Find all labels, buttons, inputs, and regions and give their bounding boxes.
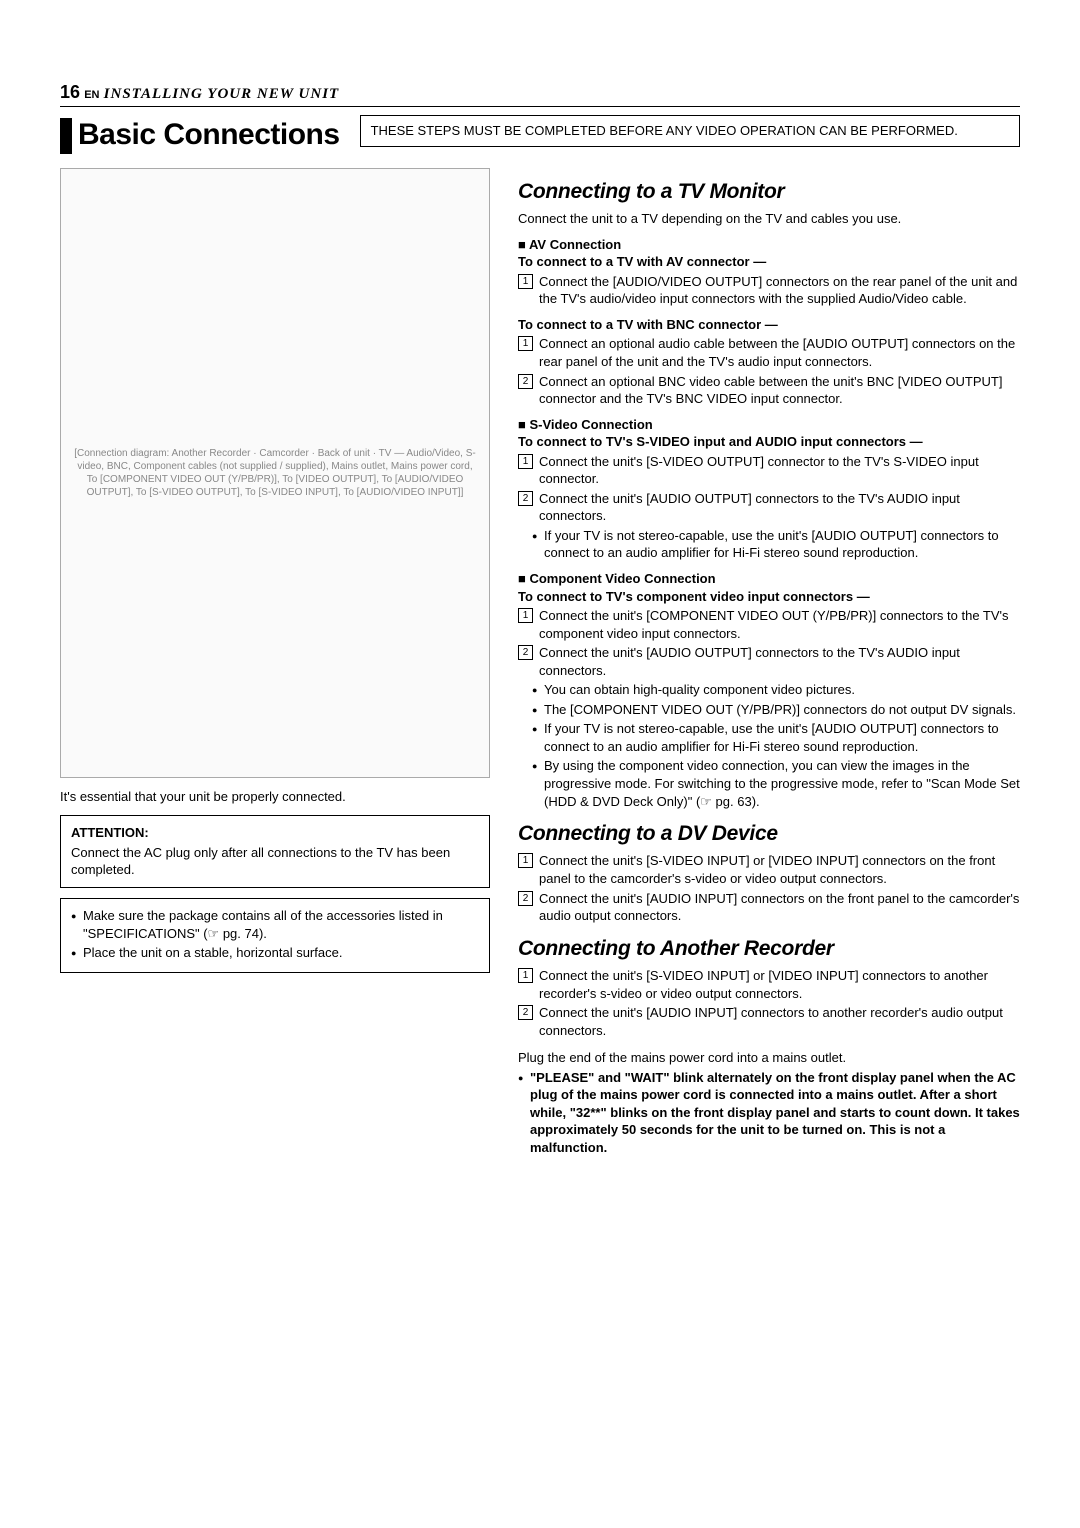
plug-note: Plug the end of the mains power cord int… — [518, 1049, 1020, 1067]
step-text: Connect the unit's [AUDIO INPUT] connect… — [539, 1004, 1020, 1039]
step-text: Connect the unit's [S-VIDEO INPUT] or [V… — [539, 852, 1020, 887]
component-title: Component Video Connection — [518, 570, 1020, 588]
left-column: [Connection diagram: Another Recorder · … — [60, 168, 490, 1159]
tv-intro: Connect the unit to a TV depending on th… — [518, 210, 1020, 228]
bullet-item: If your TV is not stereo-capable, use th… — [532, 527, 1020, 562]
step-number: 2 — [518, 645, 533, 660]
attention-title: ATTENTION: — [71, 824, 479, 842]
page-header: 16 EN INSTALLING YOUR NEW UNIT — [60, 80, 1020, 107]
bullet-item: By using the component video connection,… — [532, 757, 1020, 810]
final-bold-bullet: "PLEASE" and "WAIT" blink alternately on… — [518, 1069, 1020, 1157]
step-text: Connect the unit's [AUDIO OUTPUT] connec… — [539, 644, 1020, 679]
attention-box: ATTENTION: Connect the AC plug only afte… — [60, 815, 490, 888]
step-number: 1 — [518, 608, 533, 623]
step: 2 Connect the unit's [AUDIO OUTPUT] conn… — [518, 490, 1020, 525]
step-number: 2 — [518, 491, 533, 506]
step-text: Connect an optional audio cable between … — [539, 335, 1020, 370]
page-number: 16 — [60, 82, 80, 102]
chapter-title: INSTALLING YOUR NEW UNIT — [104, 86, 340, 102]
step-number: 1 — [518, 274, 533, 289]
title-accent-bar — [60, 118, 72, 154]
av-sub1: To connect to a TV with AV connector — [518, 253, 1020, 271]
step-number: 1 — [518, 853, 533, 868]
step-text: Connect the unit's [COMPONENT VIDEO OUT … — [539, 607, 1020, 642]
diagram-placeholder-text: [Connection diagram: Another Recorder · … — [71, 447, 479, 499]
step-text: Connect the [AUDIO/VIDEO OUTPUT] connect… — [539, 273, 1020, 308]
attention-body: Connect the AC plug only after all conne… — [71, 844, 479, 879]
component-sub: To connect to TV's component video input… — [518, 588, 1020, 606]
step: 2 Connect an optional BNC video cable be… — [518, 373, 1020, 408]
main-title: Basic Connections — [60, 115, 340, 156]
step-number: 2 — [518, 1005, 533, 1020]
section-another-recorder: Connecting to Another Recorder — [518, 935, 1020, 963]
av-connection-title: AV Connection — [518, 236, 1020, 254]
step-text: Connect the unit's [S-VIDEO OUTPUT] conn… — [539, 453, 1020, 488]
step-number: 2 — [518, 374, 533, 389]
note-item: Make sure the package contains all of th… — [71, 907, 479, 942]
step-number: 1 — [518, 454, 533, 469]
step: 1 Connect the [AUDIO/VIDEO OUTPUT] conne… — [518, 273, 1020, 308]
step: 1 Connect the unit's [S-VIDEO OUTPUT] co… — [518, 453, 1020, 488]
section-dv-device: Connecting to a DV Device — [518, 820, 1020, 848]
bullet-item: If your TV is not stereo-capable, use th… — [532, 720, 1020, 755]
main-title-text: Basic Connections — [78, 115, 340, 156]
step-text: Connect the unit's [AUDIO INPUT] connect… — [539, 890, 1020, 925]
essential-note: It's essential that your unit be properl… — [60, 788, 490, 806]
step-text: Connect the unit's [AUDIO OUTPUT] connec… — [539, 490, 1020, 525]
lang-code: EN — [84, 89, 99, 101]
step: 1 Connect an optional audio cable betwee… — [518, 335, 1020, 370]
step: 2 Connect the unit's [AUDIO OUTPUT] conn… — [518, 644, 1020, 679]
note-item: Place the unit on a stable, horizontal s… — [71, 944, 479, 962]
right-column: Connecting to a TV Monitor Connect the u… — [518, 168, 1020, 1159]
section-tv-monitor: Connecting to a TV Monitor — [518, 178, 1020, 206]
step-text: Connect an optional BNC video cable betw… — [539, 373, 1020, 408]
step: 2 Connect the unit's [AUDIO INPUT] conne… — [518, 890, 1020, 925]
svideo-sub: To connect to TV's S-VIDEO input and AUD… — [518, 433, 1020, 451]
av-sub2: To connect to a TV with BNC connector — [518, 316, 1020, 334]
step-number: 1 — [518, 968, 533, 983]
notes-box: Make sure the package contains all of th… — [60, 898, 490, 973]
bullet-item: You can obtain high-quality component vi… — [532, 681, 1020, 699]
svideo-title: S-Video Connection — [518, 416, 1020, 434]
step-number: 2 — [518, 891, 533, 906]
bullet-item: The [COMPONENT VIDEO OUT (Y/PB/PR)] conn… — [532, 701, 1020, 719]
top-warning-box: THESE STEPS MUST BE COMPLETED BEFORE ANY… — [360, 115, 1020, 147]
step: 1 Connect the unit's [S-VIDEO INPUT] or … — [518, 852, 1020, 887]
step-text: Connect the unit's [S-VIDEO INPUT] or [V… — [539, 967, 1020, 1002]
step: 1 Connect the unit's [COMPONENT VIDEO OU… — [518, 607, 1020, 642]
step: 1 Connect the unit's [S-VIDEO INPUT] or … — [518, 967, 1020, 1002]
step: 2 Connect the unit's [AUDIO INPUT] conne… — [518, 1004, 1020, 1039]
step-number: 1 — [518, 336, 533, 351]
connection-diagram: [Connection diagram: Another Recorder · … — [60, 168, 490, 778]
